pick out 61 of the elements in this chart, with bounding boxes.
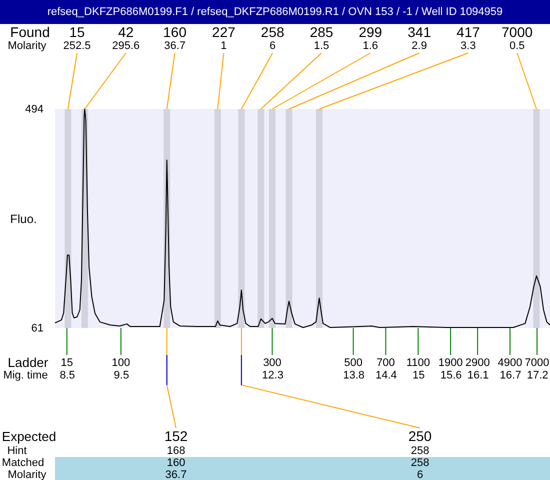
text: 1100 (406, 357, 430, 369)
annotation: 1.6 (362, 40, 378, 52)
annotation: 1.5 (314, 40, 330, 52)
annotation: 3.3 (460, 40, 476, 52)
x-tick-label: 16.7 (500, 370, 522, 382)
annotation: 252.5 (63, 40, 91, 52)
text: 100 (112, 357, 130, 369)
text: 36.7 (165, 469, 187, 480)
text: 300 (263, 357, 282, 369)
text: 160 (166, 457, 186, 469)
text: 168 (166, 445, 186, 457)
band-label: 227 (212, 24, 236, 40)
y-axis-title: Fluo. (10, 212, 37, 226)
annotation: 250 (408, 428, 432, 444)
annotation: 152 (164, 428, 188, 444)
text: 7000 (524, 357, 550, 369)
x-tick-label: 17.2 (526, 370, 548, 382)
annotation: 36.7 (164, 40, 186, 52)
band-label: 160 (163, 24, 187, 40)
band-label: 15 (69, 24, 85, 40)
text: Found (10, 24, 50, 40)
band-label: 285 (310, 24, 334, 40)
text: 700 (376, 357, 395, 369)
x-tick-label: 15 (412, 370, 425, 382)
text: Matched (2, 457, 44, 469)
chart-title: refseq_DKFZP686M0199.F1 / refseq_DKFZP686M0199.R1 / OVN 153 / -1 / Well ID 1094959 (47, 6, 503, 18)
x-tick-label: 13.8 (343, 370, 365, 382)
x-axis-title: Mig. time (3, 370, 48, 382)
text: 500 (344, 357, 362, 369)
x-tick-label: 9.5 (114, 370, 130, 382)
y-tick-label: 494 (25, 104, 44, 116)
text: Ladder (8, 355, 49, 370)
text: Expected (2, 429, 56, 444)
text: 15 (60, 357, 74, 369)
text: Molarity (8, 469, 47, 480)
annotation: 1 (220, 40, 227, 52)
x-tick-label: 12.3 (262, 370, 284, 382)
band-label: 341 (408, 24, 432, 40)
band-label: 299 (358, 24, 382, 40)
text: 2900 (465, 357, 490, 369)
x-tick-label: 16.1 (467, 370, 489, 382)
y-tick-label: 61 (31, 322, 44, 334)
text: 4900 (498, 357, 522, 369)
band-label: 258 (260, 24, 284, 40)
annotation: 295.6 (112, 40, 140, 52)
text: Hint (7, 445, 27, 457)
annotation: 6 (270, 40, 276, 52)
text: 1900 (438, 357, 463, 369)
text: Molarity (8, 40, 47, 52)
x-tick-label: 8.5 (60, 370, 76, 382)
x-tick-label: 15.6 (440, 370, 462, 382)
text: 258 (410, 457, 430, 469)
band-label: 42 (118, 24, 134, 40)
text: 258 (410, 445, 430, 457)
x-tick-label: 14.4 (376, 370, 397, 382)
annotation: 2.9 (412, 40, 427, 52)
band-label: 417 (456, 24, 480, 40)
band-label: 7000 (502, 24, 533, 40)
line-series (54, 108, 550, 328)
text: 6 (416, 469, 424, 480)
annotation: 0.5 (509, 40, 525, 52)
